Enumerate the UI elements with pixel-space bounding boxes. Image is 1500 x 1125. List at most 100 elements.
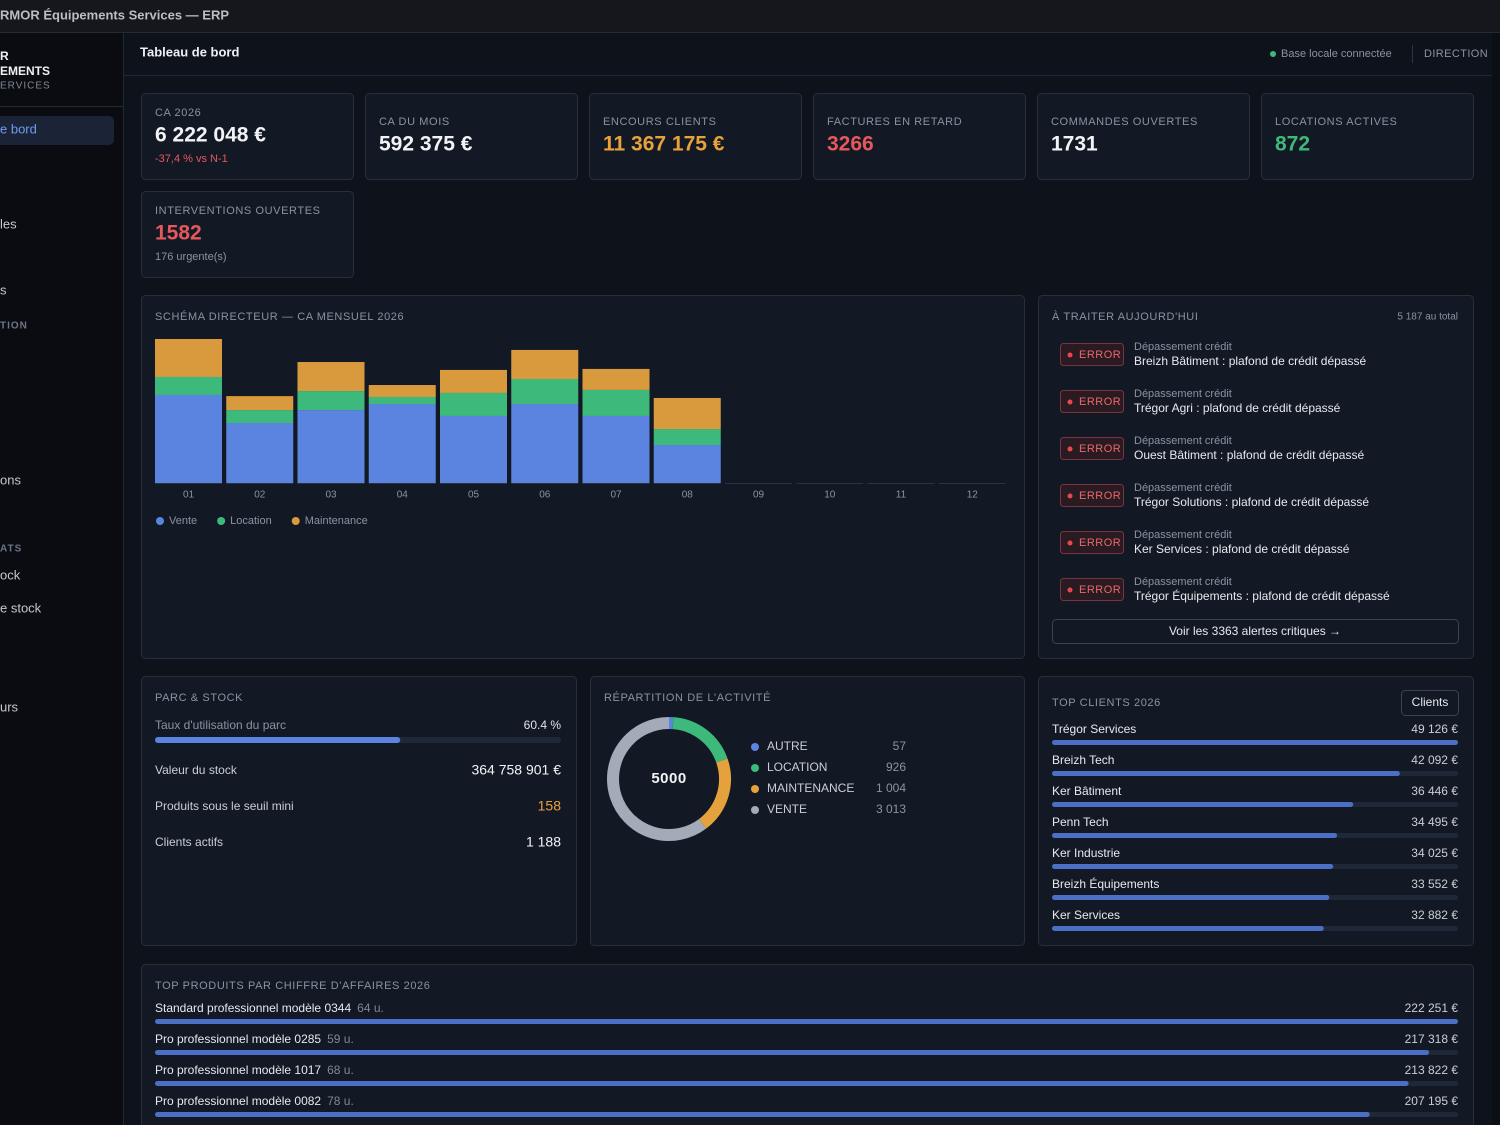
client-name: Breizh Tech [1052,753,1114,767]
activity-panel [590,676,1025,946]
product-bar [155,1019,1458,1024]
kpi-card [365,93,578,180]
legend-label: VENTE [767,802,807,816]
stock-label: Produits sous le seuil mini [155,799,294,813]
alert-message: Trégor Équipements : plafond de crédit d… [1134,588,1390,603]
nav-active-bg [0,116,114,145]
badge-dot [1067,540,1073,546]
client-value: 42 092 € [1411,753,1458,767]
alert-category: Dépassement crédit [1134,341,1232,353]
x-tick-label: 09 [753,490,765,501]
client-name: Penn Tech [1052,815,1109,829]
bar-segment [511,404,579,483]
nav-item: ock [0,567,21,582]
alerts-total: 5 187 au total [1397,312,1458,323]
client-value: 32 882 € [1411,908,1458,922]
utilization-bar [155,737,401,743]
legend-value: 926 [886,760,906,774]
legend-value: 1 004 [876,781,906,795]
kpi-label: COMMANDES OUVERTES [1051,116,1198,128]
product-bar [155,1081,1409,1086]
nav-item: e bord [0,121,37,136]
client-name: Ker Services [1052,908,1120,922]
clients-title: TOP CLIENTS 2026 [1052,697,1161,709]
bar-segment [440,415,507,483]
badge-label: ERROR [1079,396,1121,408]
client-name: Ker Industrie [1052,846,1120,860]
kpi-value: 1731 [1051,133,1098,156]
product-name: Pro professionnel modèle 0285 [155,1032,321,1046]
chart-title: SCHÉMA DIRECTEUR — CA MENSUEL 2026 [155,310,404,323]
product-value: 207 195 € [1405,1094,1459,1108]
bar-segment [582,389,650,416]
alerts-button[interactable] [1052,619,1459,644]
donut-total: 5000 [651,770,686,787]
badge [1060,390,1124,413]
client-bar [1052,771,1400,776]
legend-label: Maintenance [305,515,368,527]
role: DIRECTION [1424,48,1488,60]
kpi-value: 6 222 048 € [155,124,266,147]
legend-dot [751,785,759,793]
parc-panel [141,676,577,946]
alert-message: Trégor Solutions : plafond de crédit dép… [1134,495,1369,509]
bar-segment [653,397,721,430]
nav-item: s [0,282,7,297]
legend-label: Vente [169,515,197,527]
bar-segment [511,349,579,379]
kpi-note: -37,4 % vs N-1 [155,153,228,165]
stock-value: 158 [538,798,562,814]
legend-dot [751,764,759,772]
nav-item: ons [0,472,21,487]
product-name: Pro professionnel modèle 1017 [155,1063,321,1077]
activity-title: RÉPARTITION DE L'ACTIVITÉ [604,691,771,704]
clients-panel [1038,676,1474,946]
client-bar [1052,833,1338,838]
stock-value: 1 188 [526,834,561,850]
kpi-card [1037,93,1250,180]
product-quantity: 78 u. [327,1094,354,1108]
nav-section: TION [0,321,28,332]
bar-segment [511,378,579,405]
nav-item: les [0,216,17,231]
stock-value: 364 758 901 € [471,762,561,778]
kpi-label: CA DU MOIS [379,116,450,128]
utilization-value: 60.4 % [524,718,562,732]
legend-label: AUTRE [767,739,808,753]
badge-label: ERROR [1079,537,1121,549]
badge [1060,343,1124,366]
kpi-label: INTERVENTIONS OUVERTES [155,205,321,217]
bar-segment [226,410,294,424]
kpi-card [1261,93,1474,180]
kpi-card [141,93,354,180]
donut-segment [672,717,728,763]
kpi-label: ENCOURS CLIENTS [603,116,717,128]
kpi-value: 3266 [827,133,874,156]
bar-segment [440,369,507,393]
kpi-note: 176 urgente(s) [155,251,227,263]
alert-category: Dépassement crédit [1134,482,1232,494]
client-bar [1052,926,1324,931]
x-tick-label: 02 [254,490,266,501]
legend-dot [751,743,759,751]
legend-label: MAINTENANCE [767,781,854,795]
product-bar [155,1050,1430,1055]
clients-button[interactable] [1401,690,1459,716]
kpi-card [589,93,802,180]
page-title: Tableau de bord [140,44,239,59]
alerts-panel [1038,295,1474,659]
bar-segment [297,362,365,392]
nav-item: urs [0,699,19,714]
bar-segment [297,410,365,483]
kpi-label: FACTURES EN RETARD [827,116,962,128]
kpi-card [813,93,1026,180]
client-bar [1052,740,1458,745]
alert-message: Trégor Agri : plafond de crédit dépassé [1134,401,1341,415]
kpi-label: CA 2026 [155,107,201,119]
client-value: 33 552 € [1411,877,1458,891]
bar-segment [368,385,436,397]
badge-dot [1067,587,1073,593]
nav-section: ATS [0,544,22,555]
title-bar [0,0,1500,32]
